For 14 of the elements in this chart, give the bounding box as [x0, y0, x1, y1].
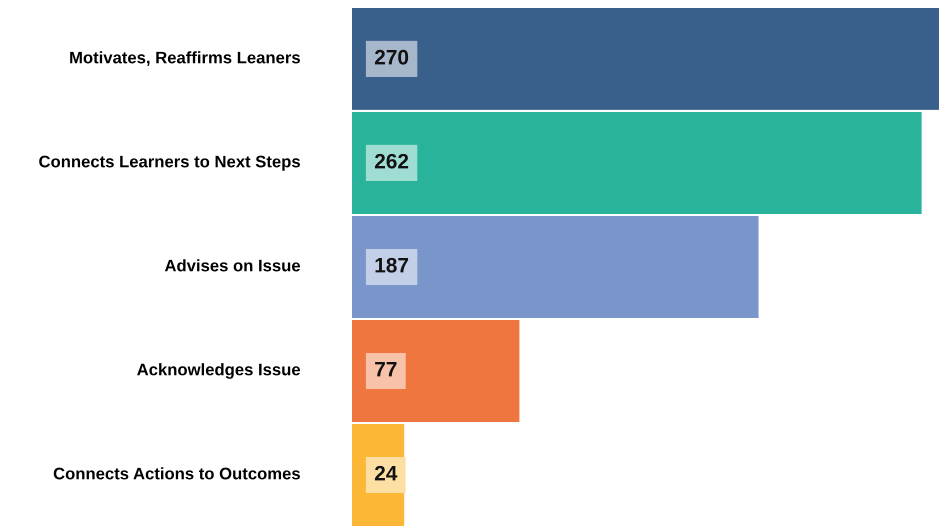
data-label: 270 — [374, 50, 408, 65]
y-tick-label: Acknowledges Issue — [137, 363, 300, 379]
y-tick-label: Connects Actions to Outcomes — [54, 467, 300, 480]
bar — [352, 320, 520, 422]
y-tick-label: Motivates, Reaffirms Leaners — [70, 51, 300, 66]
data-label: 187 — [376, 258, 408, 273]
y-tick-label: Advises on Issue — [164, 259, 300, 272]
bar — [352, 8, 939, 110]
data-label: 24 — [374, 466, 398, 480]
y-tick-label: Connects Learners to Next Steps — [39, 156, 300, 171]
bar — [352, 112, 922, 214]
data-label: 262 — [374, 154, 408, 169]
bar — [352, 216, 759, 318]
data-label: 77 — [375, 362, 396, 376]
